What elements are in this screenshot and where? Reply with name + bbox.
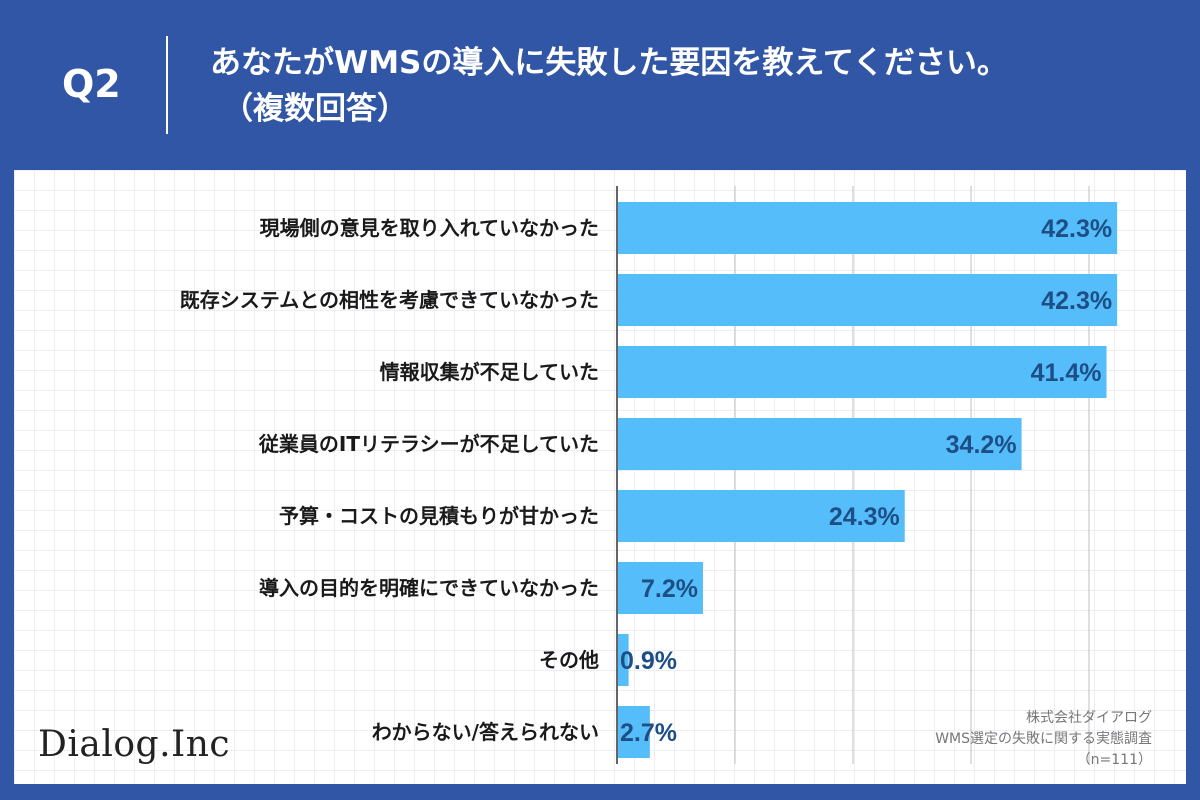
category-label: わからない/答えられない xyxy=(372,720,599,744)
data-label: 42.3% xyxy=(1041,215,1112,243)
category-label: 導入の目的を明確にできていなかった xyxy=(259,576,599,600)
data-label: 34.2% xyxy=(946,431,1017,459)
survey-credit: 株式会社ダイアログ WMS選定の失敗に関する実態調査 （n=111） xyxy=(935,708,1152,771)
credit-sample-size: （n=111） xyxy=(1076,752,1152,768)
data-label: 0.9% xyxy=(620,647,677,675)
bar xyxy=(618,490,905,542)
credit-company: 株式会社ダイアログ xyxy=(1026,710,1152,726)
bar xyxy=(618,706,650,758)
chart-panel: 現場側の意見を取り入れていなかった 42.3% 既存システムとの相性を考慮できていな… xyxy=(14,170,1186,784)
category-label: 従業員のITリテラシーが不足していた xyxy=(258,432,599,456)
data-label: 7.2% xyxy=(641,575,698,603)
category-label: 現場側の意見を取り入れていなかった xyxy=(260,216,599,240)
chart-title-main: あなたがWMSの導入に失敗した要因を教えてください。 xyxy=(210,45,1008,81)
data-label: 24.3% xyxy=(829,503,900,531)
bar xyxy=(618,274,1118,326)
bar xyxy=(618,346,1107,398)
chart-title: あなたがWMSの導入に失敗した要因を教えてください。 （複数回答） xyxy=(210,40,1170,132)
category-label: 既存システムとの相性を考慮できていなかった xyxy=(180,288,599,312)
header-divider xyxy=(166,36,168,134)
header: Q2 あなたがWMSの導入に失敗した要因を教えてください。 （複数回答） xyxy=(0,0,1200,170)
question-number: Q2 xyxy=(62,62,121,106)
bar xyxy=(618,202,1118,254)
category-label: その他 xyxy=(539,648,599,672)
category-label: 予算・コストの見積もりが甘かった xyxy=(279,504,599,528)
bar xyxy=(618,418,1022,470)
data-label: 2.7% xyxy=(620,719,677,747)
data-label: 42.3% xyxy=(1041,287,1112,315)
bar xyxy=(618,634,629,686)
category-label: 情報収集が不足していた xyxy=(380,360,599,384)
bar xyxy=(618,562,703,614)
bar-chart: 現場側の意見を取り入れていなかった 42.3% 既存システムとの相性を考慮できていな… xyxy=(180,186,1118,764)
data-label: 41.4% xyxy=(1031,359,1102,387)
credit-survey: WMS選定の失敗に関する実態調査 xyxy=(935,731,1152,747)
company-logo: Dialog.Inc xyxy=(38,724,231,765)
chart-title-sub: （複数回答） xyxy=(222,91,408,127)
